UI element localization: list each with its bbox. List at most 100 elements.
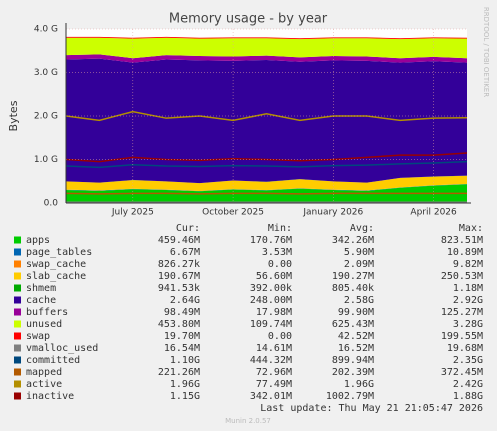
y-tick-label: 3.0 G <box>34 68 58 78</box>
legend-label: committed <box>26 355 80 366</box>
legend-value: 19.70M <box>164 331 200 342</box>
chart-title: Memory usage - by year <box>169 12 328 27</box>
legend-value: 190.67M <box>158 271 200 282</box>
x-tick-label: January 2026 <box>302 208 363 218</box>
legend-swatch <box>14 392 21 400</box>
column-header: Cur: <box>176 223 200 234</box>
line <box>65 152 468 163</box>
x-tick-label: July 2025 <box>111 208 154 218</box>
legend-value: 17.98M <box>256 307 292 318</box>
legend-value: 99.90M <box>338 307 374 318</box>
legend-label: slab_cache <box>26 271 86 282</box>
legend-value: 2.64G <box>170 295 200 306</box>
legend-value: 941.53k <box>158 283 200 294</box>
column-header: Avg: <box>350 223 374 234</box>
legend-label: vmalloc_used <box>26 343 98 354</box>
legend-label: swap_cache <box>26 259 86 270</box>
legend-swatch <box>14 380 21 388</box>
legend-label: cache <box>26 295 56 306</box>
last-update: Last update: Thu May 21 21:05:47 2026 <box>260 403 483 414</box>
legend-value: 6.67M <box>170 247 200 258</box>
legend-label: buffers <box>26 307 68 318</box>
y-tick-label: 1.0 G <box>34 155 58 165</box>
legend-swatch <box>14 284 21 292</box>
legend-label: swap <box>26 331 50 342</box>
legend-value: 2.42G <box>453 379 483 390</box>
legend-value: 190.27M <box>332 271 374 282</box>
legend-value: 342.01M <box>250 391 292 402</box>
legend-value: 170.76M <box>250 235 292 246</box>
side-note: RRDTOOL / TOBI OETIKER <box>482 7 490 97</box>
legend-swatch <box>14 368 21 376</box>
legend-value: 3.53M <box>262 247 292 258</box>
area <box>66 54 467 63</box>
column-header: Max: <box>459 223 483 234</box>
area <box>66 36 467 40</box>
legend-value: 77.49M <box>256 379 292 390</box>
area <box>66 58 467 184</box>
legend-swatch <box>14 272 21 280</box>
area <box>66 37 467 59</box>
legend-value: 202.39M <box>332 367 374 378</box>
legend-value: 16.52M <box>338 343 374 354</box>
legend-label: unused <box>26 319 62 330</box>
footer: Munin 2.0.57 <box>225 417 271 425</box>
legend-value: 5.90M <box>344 247 374 258</box>
legend-value: 14.61M <box>256 343 292 354</box>
legend-value: 125.27M <box>441 307 483 318</box>
legend-value: 16.54M <box>164 343 200 354</box>
legend-swatch <box>14 296 21 304</box>
legend-label: active <box>26 379 62 390</box>
legend-value: 1.15G <box>170 391 200 402</box>
legend-value: 72.96M <box>256 367 292 378</box>
legend-value: 56.60M <box>256 271 292 282</box>
legend-value: 805.40k <box>332 283 374 294</box>
legend-swatch <box>14 308 21 316</box>
legend-value: 42.52M <box>338 331 374 342</box>
area <box>66 175 467 191</box>
legend-value: 3.28G <box>453 319 483 330</box>
legend-value: 459.46M <box>158 235 200 246</box>
legend-label: page_tables <box>26 247 92 258</box>
legend-value: 1002.79M <box>326 391 374 402</box>
legend-value: 444.32M <box>250 355 292 366</box>
legend-value: 392.00k <box>250 283 292 294</box>
x-tick-label: April 2026 <box>410 208 457 218</box>
x-tick-label: October 2025 <box>202 208 264 218</box>
legend-value: 625.43M <box>332 319 374 330</box>
legend-label: mapped <box>26 367 62 378</box>
legend-value: 1.18M <box>453 283 483 294</box>
legend-swatch <box>14 320 21 328</box>
legend-value: 1.96G <box>170 379 200 390</box>
legend-value: 221.26M <box>158 367 200 378</box>
legend-value: 372.45M <box>441 367 483 378</box>
legend-value: 2.35G <box>453 355 483 366</box>
legend-value: 899.94M <box>332 355 374 366</box>
legend-value: 0.00 <box>268 259 292 270</box>
legend-label: shmem <box>26 283 56 294</box>
legend-swatch <box>14 344 21 352</box>
legend-swatch <box>14 356 21 364</box>
y-axis-label: Bytes <box>7 100 20 131</box>
legend-value: 1.88G <box>453 391 483 402</box>
legend-value: 98.49M <box>164 307 200 318</box>
legend-value: 1.96G <box>344 379 374 390</box>
legend-label: apps <box>26 235 50 246</box>
line <box>65 110 468 122</box>
legend-swatch <box>14 260 21 268</box>
legend-swatch <box>14 236 21 244</box>
legend-value: 0.00 <box>268 331 292 342</box>
legend-swatch <box>14 248 21 256</box>
legend-value: 2.92G <box>453 295 483 306</box>
legend-value: 9.82M <box>453 259 483 270</box>
legend-swatch <box>14 332 21 340</box>
legend-label: inactive <box>26 391 74 402</box>
column-header: Min: <box>268 223 292 234</box>
legend-value: 2.09M <box>344 259 374 270</box>
legend-value: 823.51M <box>441 235 483 246</box>
y-tick-label: 4.0 G <box>34 25 58 35</box>
y-tick-label: 0.0 <box>44 199 59 209</box>
legend-value: 342.26M <box>332 235 374 246</box>
legend-value: 109.74M <box>250 319 292 330</box>
